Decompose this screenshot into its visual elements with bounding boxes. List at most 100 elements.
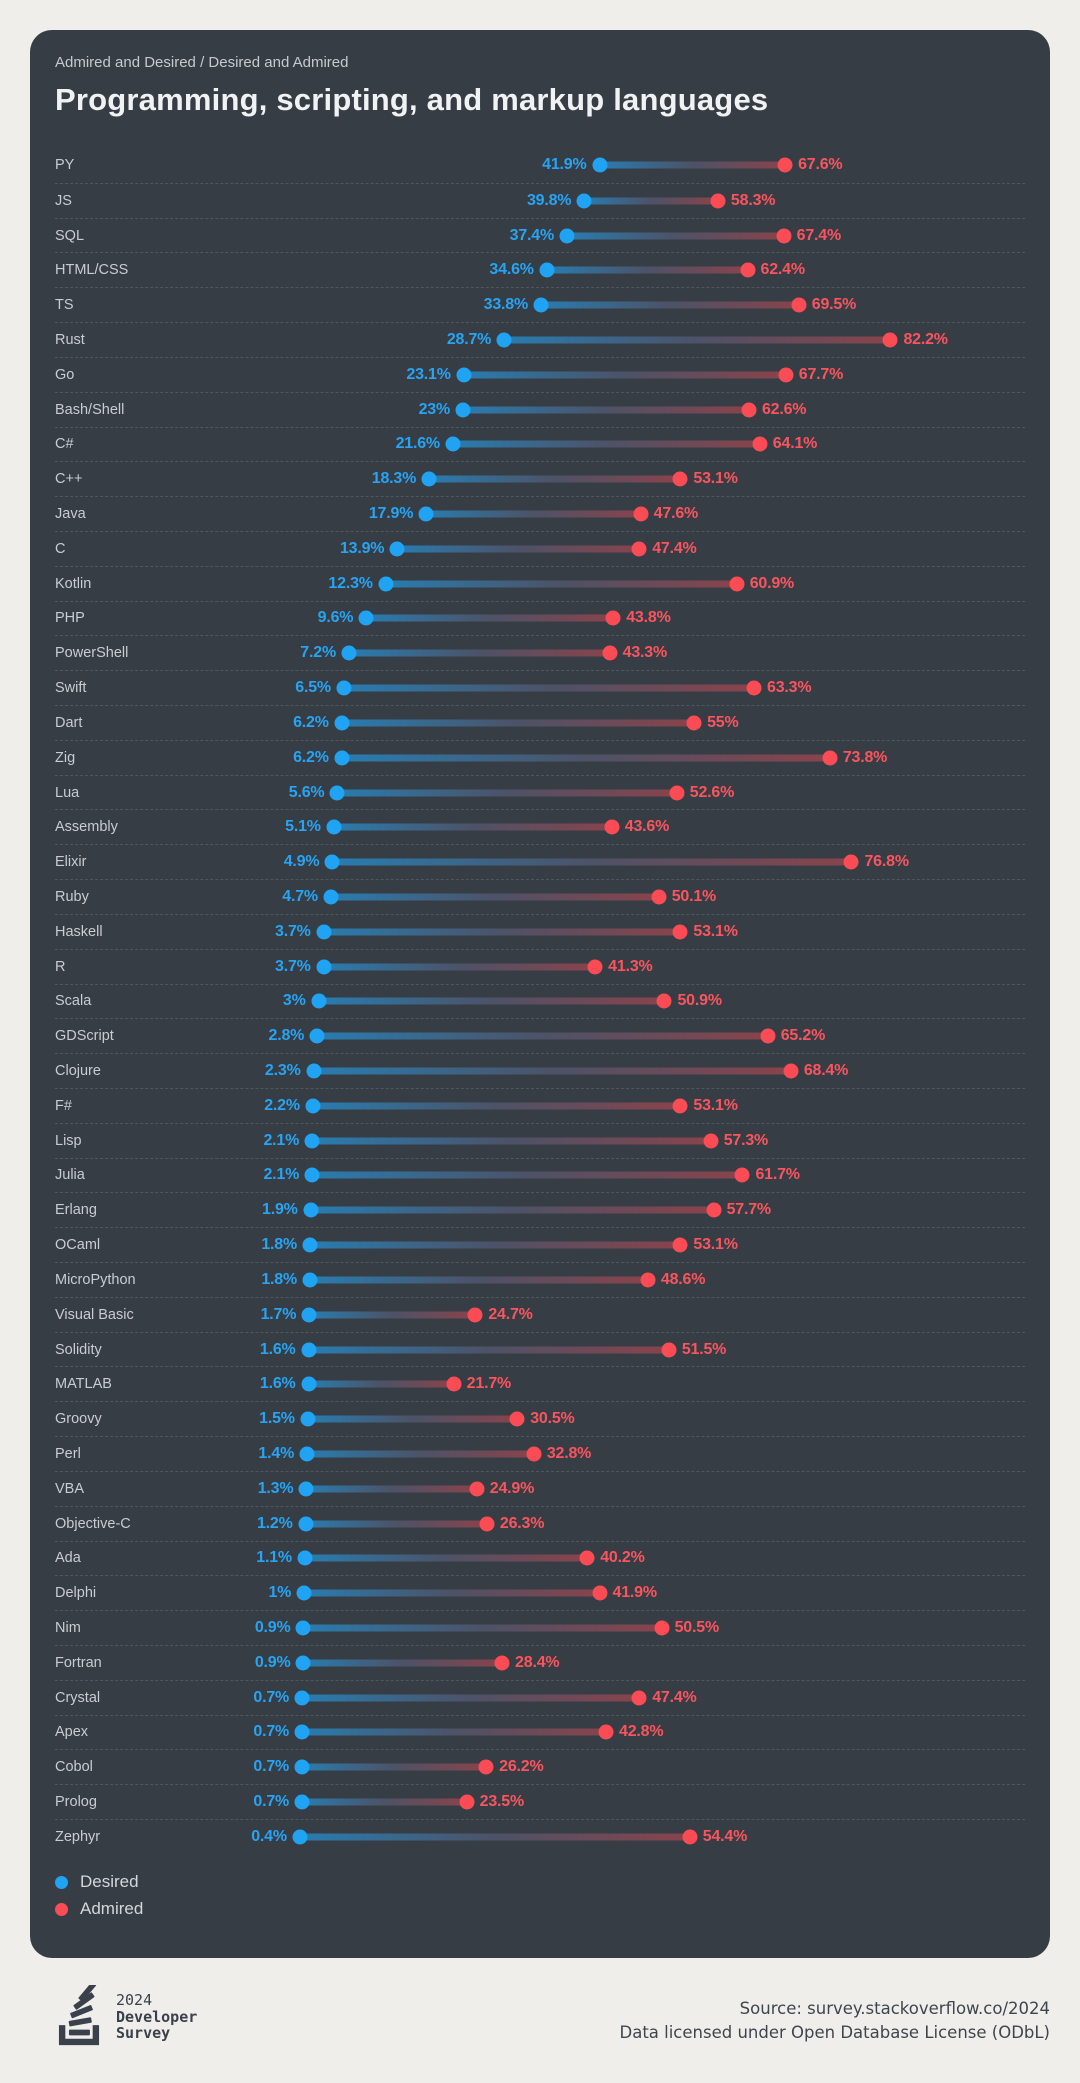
language-label: Solidity [55,1341,102,1358]
language-label: Lisp [55,1132,82,1149]
desired-value: 7.2% [300,644,336,662]
admired-dot-icon [494,1655,510,1671]
chart-row: Objective-C 1.2% 26.3% [55,1505,1025,1541]
desired-value: 2.1% [263,1166,300,1184]
admired-value: 42.8% [619,1723,664,1741]
language-label: Ada [55,1550,81,1567]
desired-value: 34.6% [489,261,534,279]
desired-dot-icon [294,1690,310,1706]
admired-value: 40.2% [600,1549,645,1567]
admired-dot-icon [882,332,898,348]
admired-dot-icon [777,157,793,173]
admired-value: 57.3% [723,1131,769,1149]
desired-value: 13.9% [339,539,385,557]
admired-dot-icon [592,1585,608,1601]
desired-dot-icon [298,1481,314,1497]
connector-line [323,928,681,936]
chart-row: Ruby 4.7% 50.1% [55,879,1025,914]
admired-dot-icon [703,1133,719,1149]
connector-line [429,475,681,483]
desired-value: 6.5% [295,679,331,697]
desired-value: 41.9% [542,156,587,174]
desired-dot-icon [539,262,555,278]
desired-dot-icon [301,1376,317,1392]
desired-value: 4.9% [283,853,320,871]
admired-value: 48.6% [660,1270,706,1288]
admired-dot-icon [843,854,859,870]
chart-row: GDScript 2.8% 65.2% [55,1018,1025,1053]
admired-dot-icon [631,541,647,557]
chart-card: Admired and Desired / Desired and Admire… [30,30,1050,1958]
dumbbell-chart: PY 41.9% 67.6% JS 39.8% 58.3% SQL 37.4% 67.4% HTM… [55,148,1025,1854]
admired-dot-icon [672,471,688,487]
brand: 2024 Developer Survey [55,1985,197,2047]
connector-line [341,754,830,762]
admired-value: 67.4% [796,226,842,244]
admired-dot-icon [729,576,745,592]
desired-value: 3.7% [275,922,311,940]
desired-dot-icon [304,1167,320,1183]
desired-value: 6.2% [293,713,329,731]
desired-dot-icon [297,1550,313,1566]
chart-row: Java 17.9% 47.6% [55,496,1025,531]
chart-row: Apex 0.7% 42.8% [55,1714,1025,1750]
chart-row: PowerShell 7.2% 43.3% [55,635,1025,670]
desired-dot-icon [326,819,342,835]
chart-row: Prolog 0.7% 23.5% [55,1784,1025,1819]
admired-dot-icon [587,959,603,975]
desired-dot-icon [455,402,471,418]
desired-dot-icon [358,610,374,626]
language-label: Fortran [55,1654,102,1671]
connector-line [312,1102,681,1110]
admired-dot-icon [706,1202,722,1218]
admired-value: 24.9% [489,1479,535,1497]
desired-dot-icon [592,157,608,173]
desired-value: 12.3% [328,574,373,592]
brand-text: 2024 Developer Survey [116,1985,197,2042]
connector-line [308,1380,454,1388]
admired-dot-icon [734,1167,750,1183]
license-line: Data licensed under Open Database Licens… [619,2023,1051,2042]
desired-dot-icon [298,1516,314,1532]
chart-row: Nim 0.9% 50.5% [55,1610,1025,1645]
connector-line [463,371,786,379]
desired-value: 5.1% [285,818,321,836]
desired-value: 21.6% [395,435,441,453]
desired-dot-icon [445,436,461,452]
desired-value: 2.8% [268,1027,305,1045]
desired-value: 2.3% [264,1062,301,1080]
language-label: Visual Basic [55,1306,134,1323]
desired-value: 6.2% [293,748,329,766]
desired-value: 3.7% [275,957,311,975]
admired-value: 68.4% [803,1062,849,1080]
footer: 2024 Developer Survey Source: survey.sta… [0,1985,1080,2047]
desired-dot-icon [316,959,332,975]
connector-line [426,510,641,518]
admired-value: 62.6% [761,400,807,418]
chart-row: Kotlin 12.3% 60.9% [55,565,1025,601]
admired-value: 50.1% [671,887,717,905]
language-label: Rust [55,331,85,348]
legend: Desired Admired [55,1869,1025,1923]
admired-dot-icon [746,680,762,696]
language-label: PY [55,157,75,174]
desired-dot-icon [300,1411,316,1427]
chart-row: JS 39.8% 58.3% [55,182,1025,218]
admired-dot-icon [740,262,756,278]
desired-dot-icon [421,471,437,487]
chart-row: Visual Basic 1.7% 24.7% [55,1296,1025,1332]
connector-line [397,545,640,553]
desired-value: 1.5% [259,1410,295,1428]
chart-row: Fortran 0.9% 28.4% [55,1644,1025,1680]
connector-line [337,789,677,797]
language-label: Prolog [55,1794,97,1811]
admired-value: 43.6% [624,818,670,836]
desired-value: 23% [418,400,451,418]
chart-row: Rust 28.7% 82.2% [55,322,1025,357]
language-label: Nim [55,1620,81,1637]
desired-value: 1.7% [260,1305,297,1323]
admired-value: 57.7% [726,1201,772,1219]
admired-dot-icon [459,1794,475,1810]
language-label: JS [55,192,72,209]
admired-value: 67.6% [798,156,843,174]
